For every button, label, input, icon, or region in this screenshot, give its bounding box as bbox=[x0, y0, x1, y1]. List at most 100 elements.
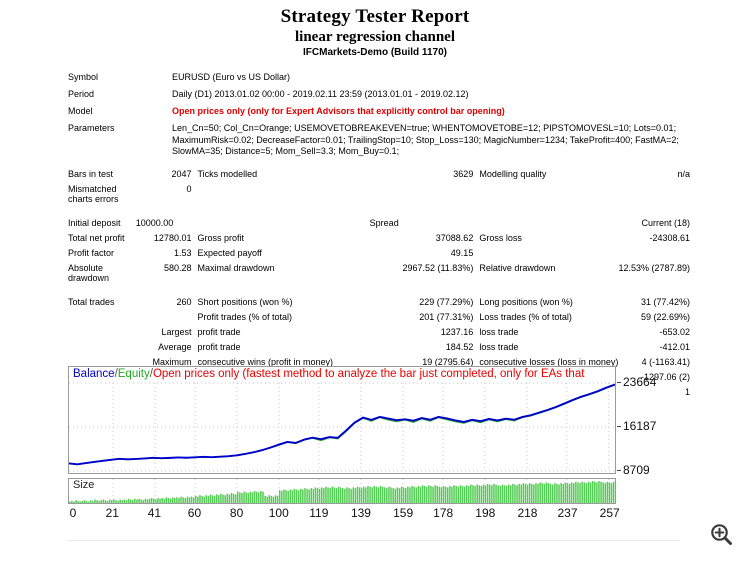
chart-canvas bbox=[69, 382, 615, 472]
x-tick-label: 21 bbox=[105, 506, 119, 520]
gross-loss-label: Gross loss bbox=[479, 232, 522, 243]
series-balance bbox=[69, 383, 615, 466]
mismatched-spacer-c bbox=[479, 182, 618, 207]
profit-trades-value: 201 (77.31%) bbox=[419, 311, 474, 322]
relative-drawdown-label: Relative drawdown bbox=[479, 262, 556, 273]
average-spacer bbox=[68, 340, 136, 355]
zoom-in-button[interactable] bbox=[708, 521, 736, 549]
stats-row-average-trade: Average profit trade 184.52 loss trade -… bbox=[68, 340, 690, 355]
max-consecutive-wins-value: 19 (2795.64) bbox=[422, 356, 474, 367]
loss-trades-label: Loss trades (% of total) bbox=[479, 311, 572, 322]
maximal-drawdown-label: Maximal drawdown bbox=[197, 262, 275, 273]
x-tick-label: 159 bbox=[393, 506, 414, 520]
profit-factor-spacer-b bbox=[618, 246, 690, 261]
short-positions-label: Short positions (won %) bbox=[197, 296, 293, 307]
stats-row-initial-deposit: Initial deposit 10000.00 Spread Current … bbox=[68, 216, 690, 231]
modelling-quality-value: n/a bbox=[677, 168, 690, 179]
footer-divider bbox=[68, 540, 680, 541]
chart-plot-frame: Balance/Equity/Open prices only (fastest… bbox=[68, 366, 616, 474]
expected-payoff-label: Expected payoff bbox=[197, 247, 262, 258]
profit-factor-label: Profit factor bbox=[68, 247, 115, 258]
legend-model-note: Open prices only (fastest method to anal… bbox=[152, 368, 585, 380]
mismatched-errors-value: 0 bbox=[186, 183, 192, 194]
strategy-name: linear regression channel bbox=[294, 29, 455, 45]
average-profit-trade-label: profit trade bbox=[197, 341, 241, 352]
max-consecutive-wins-label: consecutive wins (profit in money) bbox=[197, 356, 334, 367]
mismatched-errors-label: Mismatched charts errors bbox=[68, 182, 136, 207]
max-consecutive-losses-label: consecutive losses (loss in money) bbox=[479, 356, 619, 367]
profit-factor-spacer-a bbox=[479, 246, 618, 261]
legend-equity-label: Equity bbox=[117, 368, 150, 380]
total-trades-value: 260 bbox=[176, 296, 192, 307]
average-label: Average bbox=[158, 341, 192, 352]
x-tick-label: 198 bbox=[475, 506, 496, 520]
stats-row-drawdown: Absolute drawdown 580.28 Maximal drawdow… bbox=[68, 261, 690, 286]
model-label: Model bbox=[68, 106, 93, 116]
long-positions-label: Long positions (won %) bbox=[479, 296, 573, 307]
test-info-table: Symbol EURUSD (Euro vs US Dollar) Period… bbox=[68, 69, 688, 161]
initial-deposit-value: 10000.00 bbox=[135, 217, 174, 228]
stats-spacer-1 bbox=[68, 207, 690, 216]
mismatched-errors-label-line1: Mismatched bbox=[68, 183, 117, 194]
long-positions-value: 31 (77.42%) bbox=[640, 296, 690, 307]
stats-row-total-trades: Total trades 260 Short positions (won %)… bbox=[68, 295, 690, 310]
x-tick-label: 119 bbox=[309, 506, 329, 520]
x-tick-label: 139 bbox=[350, 506, 371, 520]
stats-row-profit-factor: Profit factor 1.53 Expected payoff 49.15 bbox=[68, 246, 690, 261]
average-profit-trade-value: 184.52 bbox=[445, 341, 474, 352]
average-loss-trade-value: -412.01 bbox=[659, 341, 690, 352]
server-build: IFCMarkets-Demo (Build 1170) bbox=[303, 47, 447, 58]
max-consecutive-losses-value: 4 (-1163.41) bbox=[641, 356, 690, 367]
profit-trades-label: Profit trades (% of total) bbox=[197, 311, 293, 322]
largest-profit-trade-label: profit trade bbox=[197, 326, 241, 337]
gross-profit-label: Gross profit bbox=[197, 232, 244, 243]
total-net-profit-label: Total net profit bbox=[68, 232, 125, 243]
largest-profit-trade-value: 1237.16 bbox=[440, 326, 474, 337]
info-row-model: Model Open prices only (only for Expert … bbox=[68, 103, 688, 120]
x-tick-label: 80 bbox=[229, 506, 244, 520]
largest-spacer bbox=[68, 325, 136, 340]
spread-spacer bbox=[479, 216, 618, 231]
parameters-value: Len_Cn=50; Col_Cn=Orange; USEMOVETOBREAK… bbox=[172, 123, 679, 156]
zoom-in-icon bbox=[711, 524, 732, 545]
stats-row-largest: Largest profit trade 1237.16 loss trade … bbox=[68, 325, 690, 340]
profit-trades-spacer-2 bbox=[136, 310, 198, 325]
bars-in-test-value: 2047 bbox=[171, 168, 192, 179]
stats-row-net-profit: Total net profit 12780.01 Gross profit 3… bbox=[68, 231, 690, 246]
mismatched-spacer-a bbox=[197, 182, 369, 207]
model-value: Open prices only (only for Expert Adviso… bbox=[172, 106, 505, 116]
maximal-consecutive-loss-value: -1297.06 (2) bbox=[640, 371, 690, 382]
largest-label: Largest bbox=[161, 326, 192, 337]
report-header: Strategy Tester Report linear regression… bbox=[0, 0, 750, 60]
chart-legend: Balance/Equity/Open prices only (fastest… bbox=[73, 368, 584, 381]
maximal-drawdown-value: 2967.52 (11.83%) bbox=[402, 262, 474, 273]
stats-spacer-2 bbox=[68, 286, 690, 295]
info-row-period: Period Daily (D1) 2013.01.02 00:00 - 201… bbox=[68, 86, 688, 103]
mismatched-spacer-b bbox=[370, 182, 480, 207]
x-tick-label: 0 bbox=[69, 506, 77, 520]
chart-x-axis: 0 21 41 60 80 100 119 139 159 178 198 218 237 257 bbox=[68, 506, 620, 522]
expected-payoff-value: 49.15 bbox=[450, 247, 474, 258]
stats-row-bars: Bars in test 2047 Ticks modelled 3629 Mo… bbox=[68, 167, 690, 182]
x-tick-label: 60 bbox=[187, 506, 202, 520]
symbol-label: Symbol bbox=[68, 72, 99, 82]
stats-row-maximum-consecutive: Maximum consecutive wins (profit in mone… bbox=[68, 355, 690, 370]
total-net-profit-value: 12780.01 bbox=[153, 232, 192, 243]
absolute-drawdown-label: Absolute drawdown bbox=[68, 261, 136, 286]
initial-deposit-spacer bbox=[197, 216, 369, 231]
y-tick-label: 8709 bbox=[623, 463, 650, 477]
mismatched-errors-label-line2: charts errors bbox=[68, 194, 119, 204]
spread-value: Current (18) bbox=[641, 217, 690, 228]
initial-deposit-label: Initial deposit bbox=[68, 217, 121, 228]
symbol-value: EURUSD (Euro vs US Dollar) bbox=[172, 72, 291, 82]
x-tick-label: 41 bbox=[147, 506, 162, 520]
x-tick-label: 178 bbox=[433, 506, 454, 520]
ticks-modelled-value: 3629 bbox=[453, 168, 474, 179]
y-tick-mark bbox=[617, 382, 621, 383]
largest-loss-trade-label: loss trade bbox=[479, 326, 519, 337]
bars-in-test-label: Bars in test bbox=[68, 168, 114, 179]
x-tick-label: 237 bbox=[557, 506, 578, 520]
stats-row-profit-trades: Profit trades (% of total) 201 (77.31%) … bbox=[68, 310, 690, 325]
page-title: Strategy Tester Report bbox=[280, 6, 470, 27]
size-canvas bbox=[69, 479, 615, 503]
